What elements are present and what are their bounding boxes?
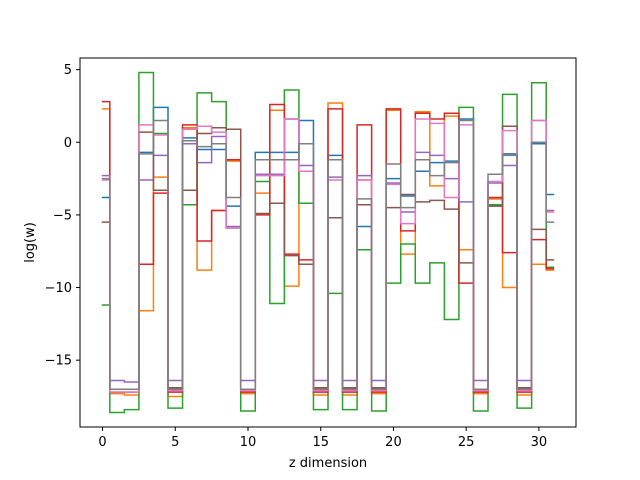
x-tick-label-0: 0	[98, 435, 106, 450]
x-tick-label-15: 15	[312, 435, 329, 450]
series-line-8	[101, 119, 555, 390]
y-axis: 5 0 −5 −10 −15	[45, 63, 80, 369]
x-tick-label-30: 30	[531, 435, 548, 450]
x-tick-label-5: 5	[171, 435, 179, 450]
x-axis: 0 5 10 15 20 25 30	[98, 427, 547, 450]
x-axis-label: z dimension	[289, 456, 367, 471]
y-tick-label-0: 0	[64, 136, 72, 151]
x-tick-label-20: 20	[385, 435, 402, 450]
y-tick-label--15: −15	[45, 354, 72, 369]
y-tick-label--5: −5	[53, 208, 72, 223]
x-tick-label-25: 25	[458, 435, 475, 450]
y-tick-label-5: 5	[64, 63, 72, 78]
x-tick-label-10: 10	[240, 435, 257, 450]
series-group	[101, 71, 555, 414]
y-axis-label: log(w)	[23, 222, 38, 263]
plot-area	[79, 57, 577, 428]
y-tick-label--10: −10	[45, 281, 72, 296]
axes-frame	[79, 57, 577, 428]
